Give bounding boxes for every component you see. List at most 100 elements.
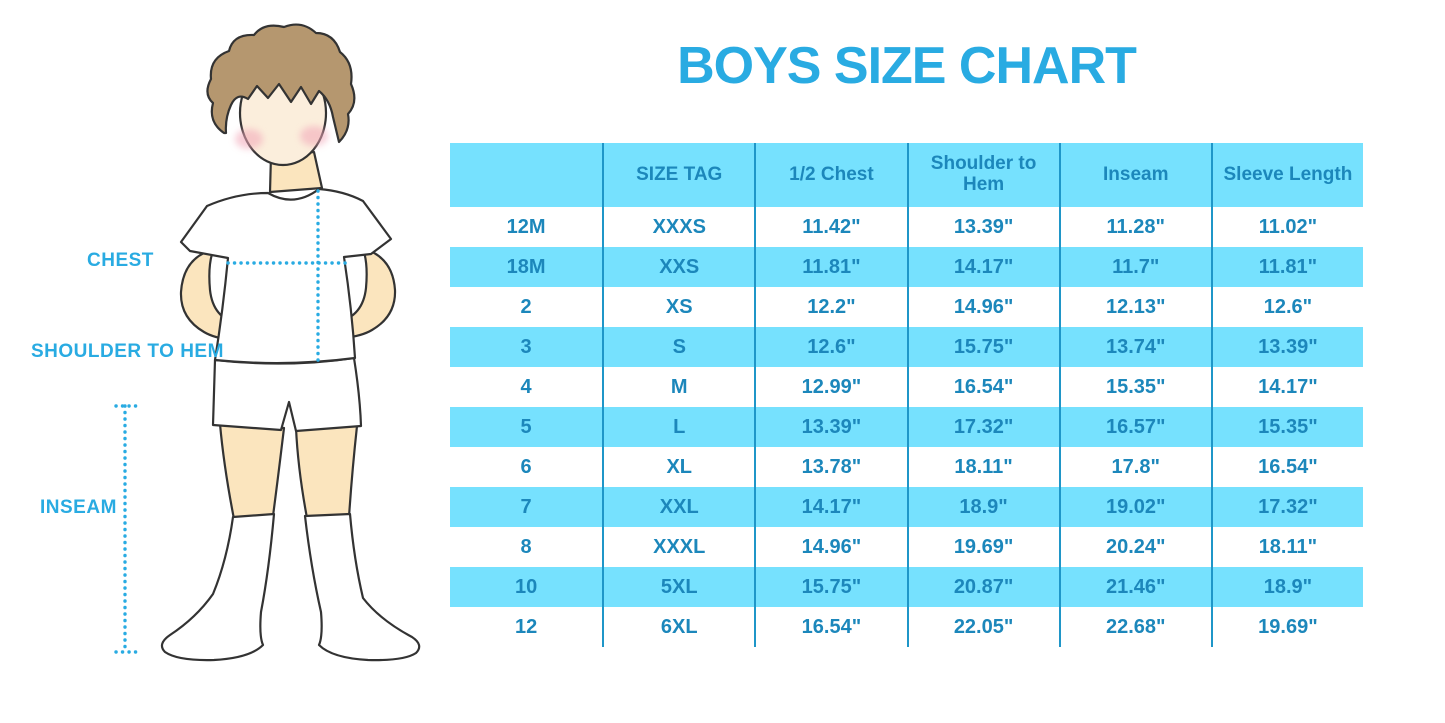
table-cell: 15.75" xyxy=(906,327,1059,367)
table-cell: M xyxy=(602,367,754,407)
table-cell: 19.02" xyxy=(1058,487,1211,527)
left-leg xyxy=(218,422,286,521)
table-cell: XXXS xyxy=(602,207,754,247)
table-cell: 7 xyxy=(520,496,532,518)
table-cell: 18.11" xyxy=(1210,527,1363,567)
table-cell: 21.46" xyxy=(1058,567,1211,607)
right-cheek-blush xyxy=(300,126,328,146)
table-row: 5 L 13.39" 17.32" 16.57" 15.35" xyxy=(450,407,1363,447)
table-cell: XXL xyxy=(602,487,754,527)
table-cell: 13.39" xyxy=(754,407,906,447)
table-cell: XS xyxy=(602,287,754,327)
table-cell: 5 xyxy=(520,416,532,438)
inseam-label: INSEAM xyxy=(40,497,117,518)
table-cell: XXXL xyxy=(602,527,754,567)
table-cell: 5XL xyxy=(602,567,754,607)
table-cell: 14.17" xyxy=(1210,367,1363,407)
table-cell: 12.6" xyxy=(1210,287,1363,327)
left-cheek-blush xyxy=(235,129,263,149)
header-cell xyxy=(450,143,602,207)
table-cell: 16.54" xyxy=(906,367,1059,407)
table-cell: 12.6" xyxy=(754,327,906,367)
table-header-row: SIZE TAG 1/2 Chest Shoulder to Hem Inseam Sl… xyxy=(450,143,1363,207)
table-cell: 17.32" xyxy=(1210,487,1363,527)
header-cell: Sleeve Length xyxy=(1210,143,1363,207)
boy-illustration xyxy=(114,23,421,662)
table-cell: 18M xyxy=(506,256,546,278)
table-row: 10 5XL 15.75" 20.87" 21.46" 18.9" xyxy=(450,567,1363,607)
table-cell: 2 xyxy=(520,296,532,318)
table-cell: 18.11" xyxy=(906,447,1059,487)
boy-figure xyxy=(160,23,421,662)
table-cell: 12.2" xyxy=(754,287,906,327)
table-cell: 16.54" xyxy=(754,607,906,647)
table-cell: 11.28" xyxy=(1058,207,1211,247)
table-cell: 22.68" xyxy=(1058,607,1211,647)
table-row: 18M XXS 11.81" 14.17" 11.7" 11.81" xyxy=(450,247,1363,287)
table-cell: 6XL xyxy=(602,607,754,647)
table-cell: 11.02" xyxy=(1210,207,1363,247)
table-cell: 11.7" xyxy=(1058,247,1211,287)
table-row: 2 XS 12.2" 14.96" 12.13" 12.6" xyxy=(450,287,1363,327)
table-cell: XXS xyxy=(602,247,754,287)
table-cell: 13.39" xyxy=(1210,327,1363,367)
table-cell: 16.54" xyxy=(1210,447,1363,487)
table-cell: 10 xyxy=(514,576,538,598)
table-row: 4 M 12.99" 16.54" 15.35" 14.17" xyxy=(450,367,1363,407)
table-cell: 17.32" xyxy=(906,407,1059,447)
t-shirt xyxy=(179,187,393,365)
table-cell: 8 xyxy=(520,536,532,558)
table-cell: 13.39" xyxy=(906,207,1059,247)
table-cell: XL xyxy=(602,447,754,487)
table-cell: 13.74" xyxy=(1058,327,1211,367)
table-row: 7 XXL 14.17" 18.9" 19.02" 17.32" xyxy=(450,487,1363,527)
table-cell: 20.87" xyxy=(906,567,1059,607)
right-leg xyxy=(294,424,359,520)
header-cell: SIZE TAG xyxy=(602,143,754,207)
table-body: 12M XXXS 11.42" 13.39" 11.28" 11.02" 18M XXS 11.… xyxy=(450,207,1363,647)
table-cell: L xyxy=(602,407,754,447)
table-row: 8 XXXL 14.96" 19.69" 20.24" 18.11" xyxy=(450,527,1363,567)
table-cell: 12.99" xyxy=(754,367,906,407)
table-cell: 15.35" xyxy=(1210,407,1363,447)
table-cell: 17.8" xyxy=(1058,447,1211,487)
shorts xyxy=(211,356,363,433)
inseam-measure-line xyxy=(114,404,142,654)
right-sock xyxy=(303,512,421,662)
table-cell: 14.96" xyxy=(906,287,1059,327)
table-cell: 19.69" xyxy=(1210,607,1363,647)
page-title: BOYS SIZE CHART xyxy=(677,37,1137,95)
chest-label: CHEST xyxy=(87,250,154,271)
table-cell: 19.69" xyxy=(906,527,1059,567)
table-cell: 16.57" xyxy=(1058,407,1211,447)
table-cell: 14.17" xyxy=(906,247,1059,287)
left-sock xyxy=(160,512,276,662)
header-cell: Shoulder to Hem xyxy=(906,143,1059,207)
table-cell: 14.17" xyxy=(754,487,906,527)
header-cell: 1/2 Chest xyxy=(754,143,906,207)
table-cell: S xyxy=(602,327,754,367)
table-cell: 11.81" xyxy=(754,247,906,287)
table-cell: 14.96" xyxy=(754,527,906,567)
table-row: 6 XL 13.78" 18.11" 17.8" 16.54" xyxy=(450,447,1363,487)
table-cell: 15.35" xyxy=(1058,367,1211,407)
table-row: 12M XXXS 11.42" 13.39" 11.28" 11.02" xyxy=(450,207,1363,247)
table-cell: 12 xyxy=(514,616,538,638)
table-cell: 11.42" xyxy=(754,207,906,247)
table-cell: 18.9" xyxy=(906,487,1059,527)
table-row: 3 S 12.6" 15.75" 13.74" 13.39" xyxy=(450,327,1363,367)
shoulder-to-hem-label: SHOULDER TO HEM xyxy=(31,341,224,362)
table-cell: 20.24" xyxy=(1058,527,1211,567)
table-cell: 13.78" xyxy=(754,447,906,487)
table-cell: 4 xyxy=(520,376,532,398)
table-row: 12 6XL 16.54" 22.05" 22.68" 19.69" xyxy=(450,607,1363,647)
table-cell: 12.13" xyxy=(1058,287,1211,327)
table-cell: 15.75" xyxy=(754,567,906,607)
table-cell: 6 xyxy=(520,456,532,478)
hair xyxy=(206,23,356,144)
table-cell: 11.81" xyxy=(1210,247,1363,287)
header-cell: Inseam xyxy=(1058,143,1211,207)
table-cell: 3 xyxy=(520,336,532,358)
table-cell: 18.9" xyxy=(1210,567,1363,607)
